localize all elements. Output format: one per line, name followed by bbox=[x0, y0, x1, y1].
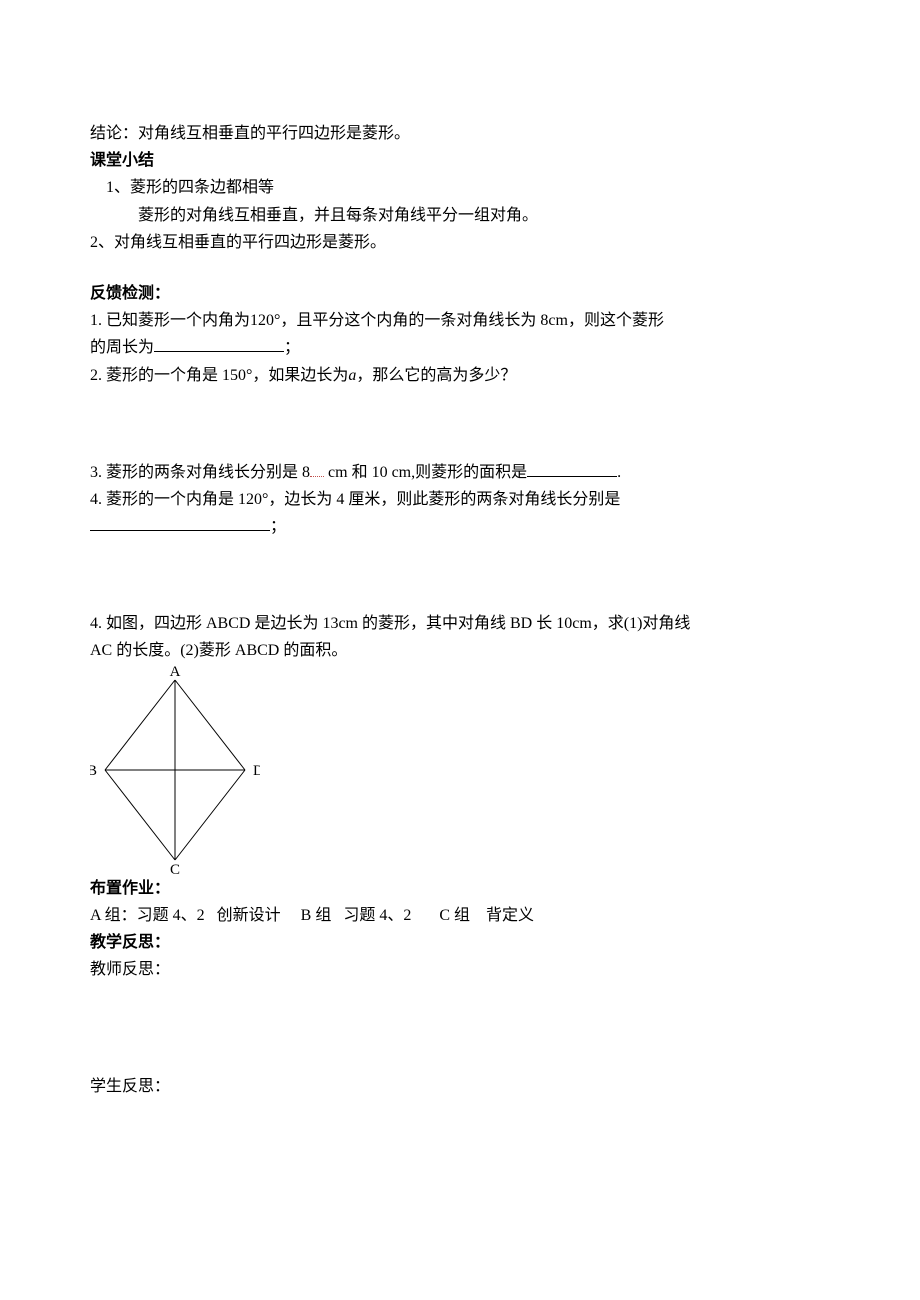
blank-field bbox=[90, 514, 270, 531]
question-4a-line1: 4. 菱形的一个内角是 120°，边长为 4 厘米，则此菱形的两条对角线长分别是 bbox=[90, 486, 830, 513]
svg-text:B: B bbox=[90, 763, 97, 779]
q1-suffix: ； bbox=[284, 339, 300, 356]
q3-prefix: 3. 菱形的两条对角线长分别是 8 bbox=[90, 464, 310, 481]
q3-suffix: . bbox=[617, 464, 621, 481]
reflection-heading: 教学反思： bbox=[90, 929, 830, 956]
q2-suffix: ，那么它的高为多少？ bbox=[356, 367, 516, 384]
q4a-suffix: ； bbox=[270, 518, 286, 535]
summary-item-1b: 菱形的对角线互相垂直，并且每条对角线平分一组对角。 bbox=[90, 202, 830, 229]
dotted-mark bbox=[310, 460, 324, 477]
svg-text:A: A bbox=[170, 665, 181, 680]
question-5-line1: 4. 如图，四边形 ABCD 是边长为 13cm 的菱形，其中对角线 BD 长 … bbox=[90, 610, 830, 637]
spacer bbox=[90, 389, 830, 459]
blank-field bbox=[154, 335, 284, 352]
question-3: 3. 菱形的两条对角线长分别是 8 cm 和 10 cm,则菱形的面积是. bbox=[90, 459, 830, 486]
summary-item-2: 2、对角线互相垂直的平行四边形是菱形。 bbox=[90, 229, 830, 256]
summary-heading: 课堂小结 bbox=[90, 147, 830, 174]
question-1-line2: 的周长为 ； bbox=[90, 334, 830, 361]
question-2: 2. 菱形的一个角是 150°，如果边长为a，那么它的高为多少？ bbox=[90, 362, 830, 389]
svg-text:D: D bbox=[253, 763, 260, 779]
conclusion-line: 结论：对角线互相垂直的平行四边形是菱形。 bbox=[90, 120, 830, 147]
teacher-reflection: 教师反思： bbox=[90, 956, 830, 983]
q1-prefix: 的周长为 bbox=[90, 339, 154, 356]
question-5-line2: AC 的长度。(2)菱形 ABCD 的面积。 bbox=[90, 637, 830, 664]
question-1-line1: 1. 已知菱形一个内角为120°，且平分这个内角的一条对角线长为 8cm，则这个… bbox=[90, 307, 830, 334]
spacer bbox=[90, 540, 830, 610]
spacer bbox=[90, 983, 830, 1073]
homework-line: A 组：习题 4、2 创新设计 B 组 习题 4、2 C 组 背定义 bbox=[90, 902, 830, 929]
homework-heading: 布置作业： bbox=[90, 875, 830, 902]
conclusion-text: 对角线互相垂直的平行四边形是菱形。 bbox=[138, 125, 410, 142]
question-4a-line2: ； bbox=[90, 513, 830, 540]
summary-item-1a: 1、菱形的四条边都相等 bbox=[90, 174, 830, 201]
spacer bbox=[90, 256, 830, 280]
conclusion-label: 结论： bbox=[90, 125, 138, 142]
rhombus-figure: A B C D bbox=[90, 665, 260, 875]
q2-prefix: 2. 菱形的一个角是 150°，如果边长为 bbox=[90, 367, 348, 384]
blank-field bbox=[527, 460, 617, 477]
q3-mid: cm 和 10 cm,则菱形的面积是 bbox=[328, 464, 527, 481]
student-reflection: 学生反思： bbox=[90, 1073, 830, 1100]
svg-text:C: C bbox=[170, 862, 180, 875]
feedback-heading: 反馈检测： bbox=[90, 280, 830, 307]
